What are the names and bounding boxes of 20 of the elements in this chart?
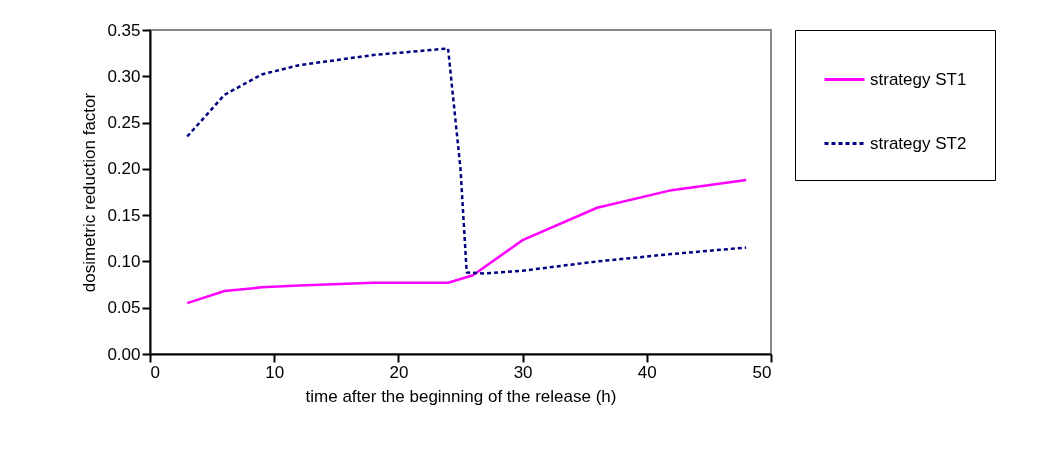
x-tick-label: 30 (513, 362, 533, 382)
line-series (186, 178, 748, 305)
y-tick-label: 0.10 (107, 251, 141, 271)
legend-label: strategy ST2 (870, 133, 967, 153)
y-tick-label: 0.30 (107, 66, 141, 86)
legend-label: strategy ST1 (870, 69, 967, 89)
x-tick-label: 10 (265, 362, 285, 382)
y-tick-label: 0.25 (107, 113, 141, 133)
x-tick-label: 0 (150, 362, 160, 382)
y-tick-label: 0.05 (107, 298, 141, 318)
x-axis-title: time after the beginning of the release (h) (305, 386, 617, 406)
y-tick-label: 0.15 (107, 205, 141, 225)
y-tick-label: 0.00 (107, 344, 141, 364)
y-axis-title: dosimetric reduction factor (80, 92, 100, 293)
x-tick-label: 50 (752, 362, 772, 382)
y-tick-label: 0.35 (107, 20, 141, 40)
y-tick-label: 0.20 (107, 159, 141, 179)
x-tick-label: 20 (389, 362, 409, 382)
x-tick-label: 40 (637, 362, 657, 382)
line-series (186, 47, 748, 275)
